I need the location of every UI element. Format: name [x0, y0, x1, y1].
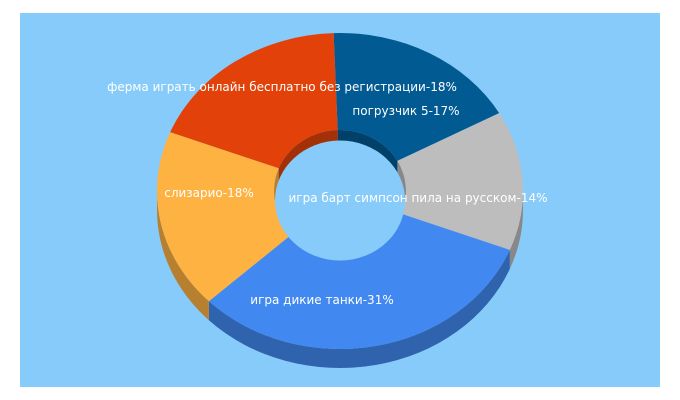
- donut-chart: погрузчик 5-17% игра барт симпсон пила на…: [107, 33, 548, 369]
- slice-label: игра барт симпсон пила на русском-14%: [288, 191, 547, 205]
- slice-side: [157, 191, 209, 321]
- slice-label: погрузчик 5-17%: [352, 104, 459, 118]
- slice[interactable]: [333, 33, 500, 161]
- chart-panel: погрузчик 5-17% игра барт симпсон пила на…: [20, 13, 660, 387]
- slice-label: слизарио-18%: [164, 186, 254, 200]
- donut-hole: [275, 140, 405, 261]
- slice-side: [509, 191, 523, 269]
- slice-labels: погрузчик 5-17% игра барт симпсон пила на…: [107, 80, 547, 307]
- slice[interactable]: [397, 113, 523, 250]
- slice-label: ферма играть онлайн бесплатно без регист…: [107, 80, 457, 94]
- slice[interactable]: [157, 132, 293, 302]
- donut-slices: [157, 33, 523, 349]
- slice[interactable]: [208, 213, 510, 349]
- slice-side: [208, 249, 510, 369]
- slice[interactable]: [170, 33, 338, 169]
- slice-label: игра дикие танки-31%: [250, 293, 393, 307]
